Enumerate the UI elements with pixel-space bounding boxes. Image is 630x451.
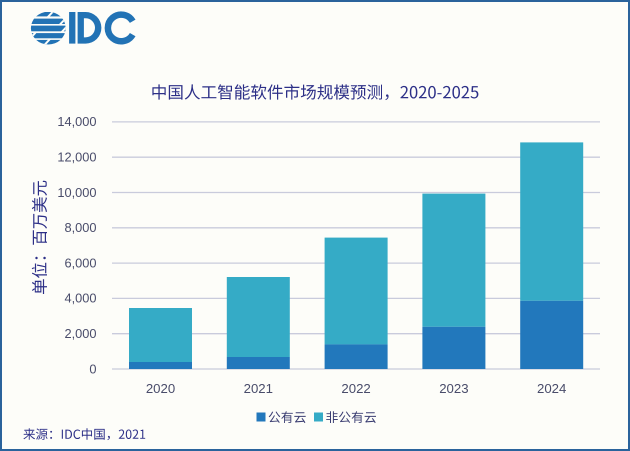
- svg-text:8,000: 8,000: [64, 220, 96, 235]
- svg-text:2020: 2020: [146, 381, 175, 396]
- svg-text:2023: 2023: [439, 381, 468, 396]
- svg-text:12,000: 12,000: [57, 150, 96, 165]
- svg-text:6,000: 6,000: [64, 255, 96, 270]
- svg-text:2022: 2022: [341, 381, 370, 396]
- svg-text:2021: 2021: [244, 381, 273, 396]
- svg-text:4,000: 4,000: [64, 291, 96, 306]
- svg-text:14,000: 14,000: [57, 114, 96, 129]
- svg-text:2,000: 2,000: [64, 326, 96, 341]
- svg-text:0: 0: [89, 361, 96, 376]
- svg-text:2024: 2024: [537, 381, 566, 396]
- svg-text:10,000: 10,000: [57, 185, 96, 200]
